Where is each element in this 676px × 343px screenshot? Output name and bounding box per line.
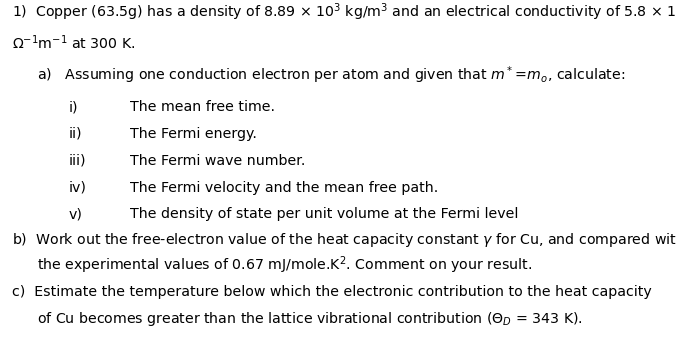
- Text: b)  Work out the free-electron value of the heat capacity constant $\gamma$ for : b) Work out the free-electron value of t…: [12, 230, 676, 249]
- Text: The Fermi velocity and the mean free path.: The Fermi velocity and the mean free pat…: [130, 180, 438, 194]
- Text: a)   Assuming one conduction electron per atom and given that $m^*\!=\!m_o$, cal: a) Assuming one conduction electron per …: [37, 65, 625, 86]
- Text: iii): iii): [69, 154, 87, 168]
- Text: The density of state per unit volume at the Fermi level: The density of state per unit volume at …: [130, 208, 518, 221]
- Text: v): v): [69, 208, 83, 221]
- Text: the experimental values of 0.67 mJ/mole.K$^2$. Comment on your result.: the experimental values of 0.67 mJ/mole.…: [37, 255, 532, 276]
- Text: The mean free time.: The mean free time.: [130, 100, 274, 114]
- Text: $\Omega^{-1}$m$^{-1}$ at 300 K.: $\Omega^{-1}$m$^{-1}$ at 300 K.: [12, 33, 136, 52]
- Text: The Fermi wave number.: The Fermi wave number.: [130, 154, 305, 168]
- Text: The Fermi energy.: The Fermi energy.: [130, 127, 257, 141]
- Text: iv): iv): [69, 180, 87, 194]
- Text: ii): ii): [69, 127, 82, 141]
- Text: 1)  Copper (63.5g) has a density of 8.89 $\times$ 10$^3$ kg/m$^3$ and an electri: 1) Copper (63.5g) has a density of 8.89 …: [12, 2, 676, 23]
- Text: c)  Estimate the temperature below which the electronic contribution to the heat: c) Estimate the temperature below which …: [12, 285, 652, 299]
- Text: i): i): [69, 100, 78, 114]
- Text: of Cu becomes greater than the lattice vibrational contribution ($\Theta_D$ = 34: of Cu becomes greater than the lattice v…: [37, 309, 583, 328]
